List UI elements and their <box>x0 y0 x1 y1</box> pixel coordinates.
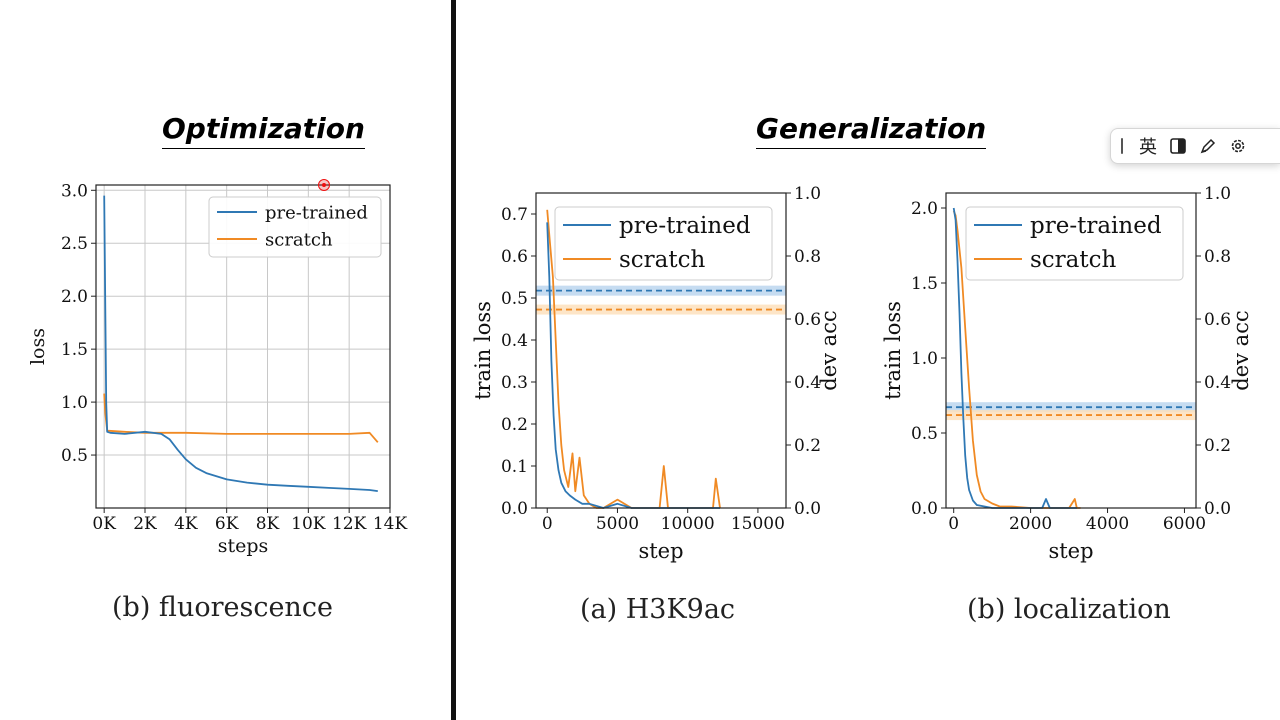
fluorescence-ytick-label-4: 2.5 <box>61 234 88 254</box>
language-toggle-button[interactable]: 英 <box>1139 137 1157 158</box>
fluorescence-ytick-label-3: 2.0 <box>61 287 88 307</box>
localization-ytick-label-2: 1.0 <box>911 349 938 369</box>
h3k9ac-legend-label-scratch: scratch <box>619 247 706 273</box>
fluorescence-xtick-label-7: 14K <box>373 514 408 534</box>
fluorescence-xtick-label-2: 4K <box>174 514 198 534</box>
fluorescence-ytick-label-1: 1.0 <box>61 393 88 413</box>
localization-ytick-right-label-5: 1.0 <box>1204 184 1231 204</box>
optimization-heading: Optimization <box>162 112 365 149</box>
cursor-indicator <box>318 179 330 191</box>
h3k9ac-ytick-right-label-1: 0.2 <box>794 436 821 456</box>
localization-plot-frame <box>945 192 1197 509</box>
h3k9ac-xtick-label-2: 10000 <box>661 514 715 534</box>
fluorescence-ytick-label-2: 1.5 <box>61 340 88 360</box>
fluorescence-xtick-label-6: 12K <box>332 514 367 534</box>
localization-ytick-right-label-4: 0.8 <box>1204 247 1231 267</box>
h3k9ac-ytick-label-3: 0.3 <box>501 373 528 393</box>
caption-fluorescence: (b) fluorescence <box>112 592 333 623</box>
fluorescence-ytick-label-5: 3.0 <box>61 181 88 201</box>
settings-gear-icon[interactable] <box>1223 131 1253 161</box>
h3k9ac-ytick-label-0: 0.0 <box>501 499 528 519</box>
localization-xtick-label-1: 2000 <box>1009 514 1052 534</box>
localization-xtick-label-0: 0 <box>948 514 959 534</box>
half-width-glyph <box>1170 138 1186 154</box>
localization-series-pre-trained <box>952 207 1077 509</box>
h3k9ac-ytick-label-5: 0.5 <box>501 289 528 309</box>
h3k9ac-ytick-label-4: 0.4 <box>501 331 528 351</box>
panel-divider <box>451 0 456 720</box>
localization-ytick-right-label-0: 0.0 <box>1204 499 1231 519</box>
fluorescence-xtick-label-1: 2K <box>133 514 157 534</box>
fluorescence-xlabel: steps <box>218 535 269 557</box>
localization-ytick-label-4: 2.0 <box>911 199 938 219</box>
floating-ime-toolbar: 英 <box>1110 128 1280 164</box>
localization-xlabel: step <box>1048 539 1093 563</box>
handwriting-icon[interactable] <box>1193 131 1223 161</box>
h3k9ac-xtick-label-0: 0 <box>542 514 553 534</box>
fluorescence-plot-frame <box>95 184 391 509</box>
localization-xtick-label-3: 6000 <box>1163 514 1206 534</box>
h3k9ac-plot-frame <box>535 192 787 509</box>
localization-ytick-label-3: 1.5 <box>911 274 938 294</box>
half-width-toggle-icon[interactable] <box>1163 131 1193 161</box>
handwriting-glyph <box>1200 138 1216 154</box>
fluorescence-ytick-label-0: 0.5 <box>61 446 88 466</box>
localization-ytick-label-1: 0.5 <box>911 424 938 444</box>
localization-legend-label-scratch: scratch <box>1030 247 1117 273</box>
h3k9ac-ylabel: train loss <box>471 301 495 400</box>
h3k9ac-xtick-label-1: 5000 <box>596 514 639 534</box>
fluorescence-ylabel: loss <box>27 328 49 365</box>
h3k9ac-ytick-right-label-5: 1.0 <box>794 184 821 204</box>
h3k9ac-xlabel: step <box>638 539 683 563</box>
localization-ylabel: train loss <box>881 301 905 400</box>
localization-ytick-right-label-2: 0.4 <box>1204 373 1231 393</box>
localization-ytick-label-0: 0.0 <box>911 499 938 519</box>
h3k9ac-ytick-right-label-4: 0.8 <box>794 247 821 267</box>
h3k9ac-ytick-label-2: 0.2 <box>501 415 528 435</box>
h3k9ac-ytick-label-7: 0.7 <box>501 205 528 225</box>
h3k9ac-ytick-right-label-3: 0.6 <box>794 310 821 330</box>
h3k9ac-xtick-label-3: 15000 <box>731 514 785 534</box>
h3k9ac-legend-label-pre-trained: pre-trained <box>619 213 751 239</box>
generalization-heading: Generalization <box>756 112 987 149</box>
gear-glyph <box>1231 139 1245 153</box>
h3k9ac-ylabel-right: dev acc <box>817 310 841 390</box>
fluorescence-xtick-label-3: 6K <box>215 514 239 534</box>
h3k9ac-ytick-right-label-2: 0.4 <box>794 373 821 393</box>
localization-ytick-right-label-1: 0.2 <box>1204 436 1231 456</box>
h3k9ac-ytick-label-6: 0.6 <box>501 247 528 267</box>
fluorescence-legend-label-pre-trained: pre-trained <box>265 202 368 223</box>
localization-ytick-right-label-3: 0.6 <box>1204 310 1231 330</box>
h3k9ac-ytick-right-label-0: 0.0 <box>794 499 821 519</box>
localization-xtick-label-2: 4000 <box>1086 514 1129 534</box>
fluorescence-xtick-label-0: 0K <box>92 514 116 534</box>
fluorescence-xtick-label-5: 10K <box>291 514 326 534</box>
caption-h3k9ac: (a) H3K9ac <box>580 594 736 625</box>
h3k9ac-ytick-label-1: 0.1 <box>501 457 528 477</box>
fluorescence-legend-label-scratch: scratch <box>265 229 333 250</box>
fluorescence-series-pre-trained <box>103 195 378 492</box>
localization-legend-label-pre-trained: pre-trained <box>1030 213 1162 239</box>
drag-handle-icon[interactable] <box>1121 138 1123 154</box>
caption-localization: (b) localization <box>967 594 1171 625</box>
localization-ylabel-right: dev acc <box>1229 310 1253 390</box>
fluorescence-xtick-label-4: 8K <box>256 514 280 534</box>
